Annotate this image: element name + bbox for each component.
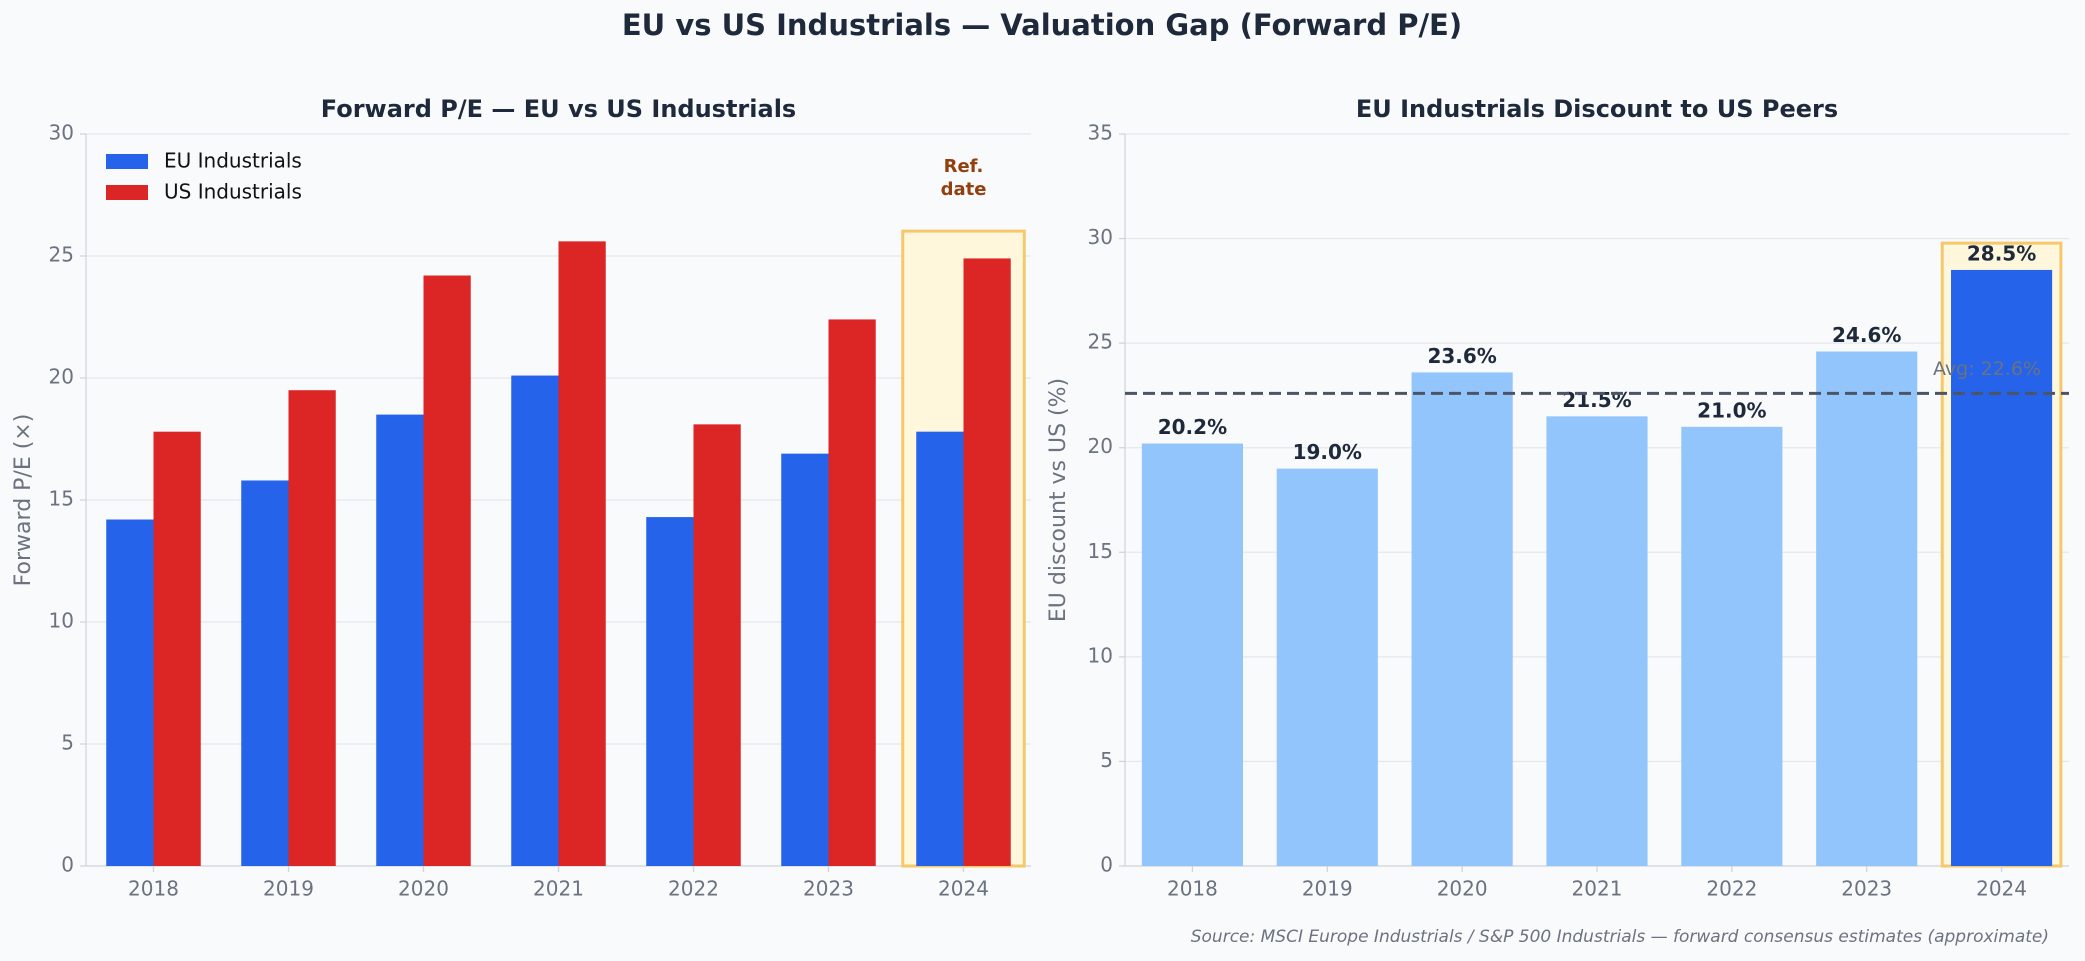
value-label: 21.0%: [1697, 398, 1766, 422]
page-title: EU vs US Industrials — Valuation Gap (Fo…: [622, 8, 1462, 42]
bar: [916, 431, 964, 866]
y-tick-label: 0: [61, 853, 74, 877]
x-tick-label: 2022: [668, 877, 719, 901]
value-label: 19.0%: [1293, 440, 1362, 464]
x-tick-label: 2019: [1302, 877, 1353, 901]
x-tick-label: 2021: [1572, 877, 1623, 901]
y-tick-label: 5: [1100, 748, 1113, 772]
bar: [376, 414, 424, 866]
bar: [646, 517, 694, 866]
y-tick-label: 10: [49, 609, 74, 633]
bar: [241, 480, 289, 866]
legend-swatch: [106, 185, 148, 200]
x-tick-label: 2019: [263, 877, 314, 901]
bar: [693, 424, 741, 866]
bar: [963, 258, 1011, 866]
y-tick-label: 15: [1088, 539, 1113, 563]
bar: [828, 319, 876, 866]
y-tick-label: 20: [49, 365, 74, 389]
y-tick-label: 25: [49, 243, 74, 267]
y-tick-label: 5: [61, 731, 74, 755]
y-tick-label: 30: [1088, 225, 1113, 249]
y-tick-label: 10: [1088, 643, 1113, 667]
bar: [1141, 443, 1243, 866]
bar: [1951, 269, 2053, 866]
x-tick-label: 2018: [128, 877, 179, 901]
x-tick-label: 2021: [533, 877, 584, 901]
bar: [1816, 351, 1918, 867]
y-axis-label: EU discount vs US (%): [1046, 378, 1071, 622]
bar: [1276, 468, 1378, 866]
chart-title: Forward P/E — EU vs US Industrials: [321, 95, 796, 123]
chart-title: EU Industrials Discount to US Peers: [1356, 95, 1838, 123]
x-tick-label: 2020: [398, 877, 449, 901]
average-label: Avg: 22.6%: [1933, 358, 2041, 380]
bar: [106, 519, 154, 866]
bar: [288, 390, 336, 866]
bar: [1681, 426, 1783, 866]
y-tick-label: 20: [1088, 434, 1113, 458]
x-tick-label: 2024: [1976, 877, 2027, 901]
x-tick-label: 2022: [1706, 877, 1757, 901]
bar: [781, 453, 829, 866]
x-tick-label: 2023: [803, 877, 854, 901]
y-tick-label: 35: [1088, 121, 1113, 145]
y-tick-label: 25: [1088, 330, 1113, 354]
bar: [153, 431, 201, 866]
y-tick-label: 0: [1100, 853, 1113, 877]
bar: [423, 275, 471, 866]
source-note: Source: MSCI Europe Industrials / S&P 50…: [1191, 927, 2049, 947]
value-label: 23.6%: [1427, 344, 1496, 368]
legend-swatch: [106, 154, 148, 169]
x-tick-label: 2020: [1437, 877, 1488, 901]
bar: [558, 241, 606, 867]
legend-label: EU Industrials: [164, 149, 302, 173]
y-tick-label: 15: [49, 487, 74, 511]
x-tick-label: 2018: [1167, 877, 1218, 901]
legend-label: US Industrials: [164, 180, 302, 204]
y-axis-label: Forward P/E (×): [11, 414, 36, 587]
bar: [511, 375, 559, 866]
y-tick-label: 30: [49, 121, 74, 145]
value-label: 24.6%: [1832, 323, 1901, 347]
value-label: 20.2%: [1158, 415, 1227, 439]
value-label: 21.5%: [1562, 388, 1631, 412]
x-tick-label: 2023: [1841, 877, 1892, 901]
annotation: date: [941, 179, 987, 200]
bar: [1411, 372, 1513, 866]
annotation: Ref.: [944, 156, 984, 177]
x-tick-label: 2024: [938, 877, 989, 901]
bar: [1546, 416, 1648, 866]
value-label: 28.5%: [1967, 241, 2036, 265]
